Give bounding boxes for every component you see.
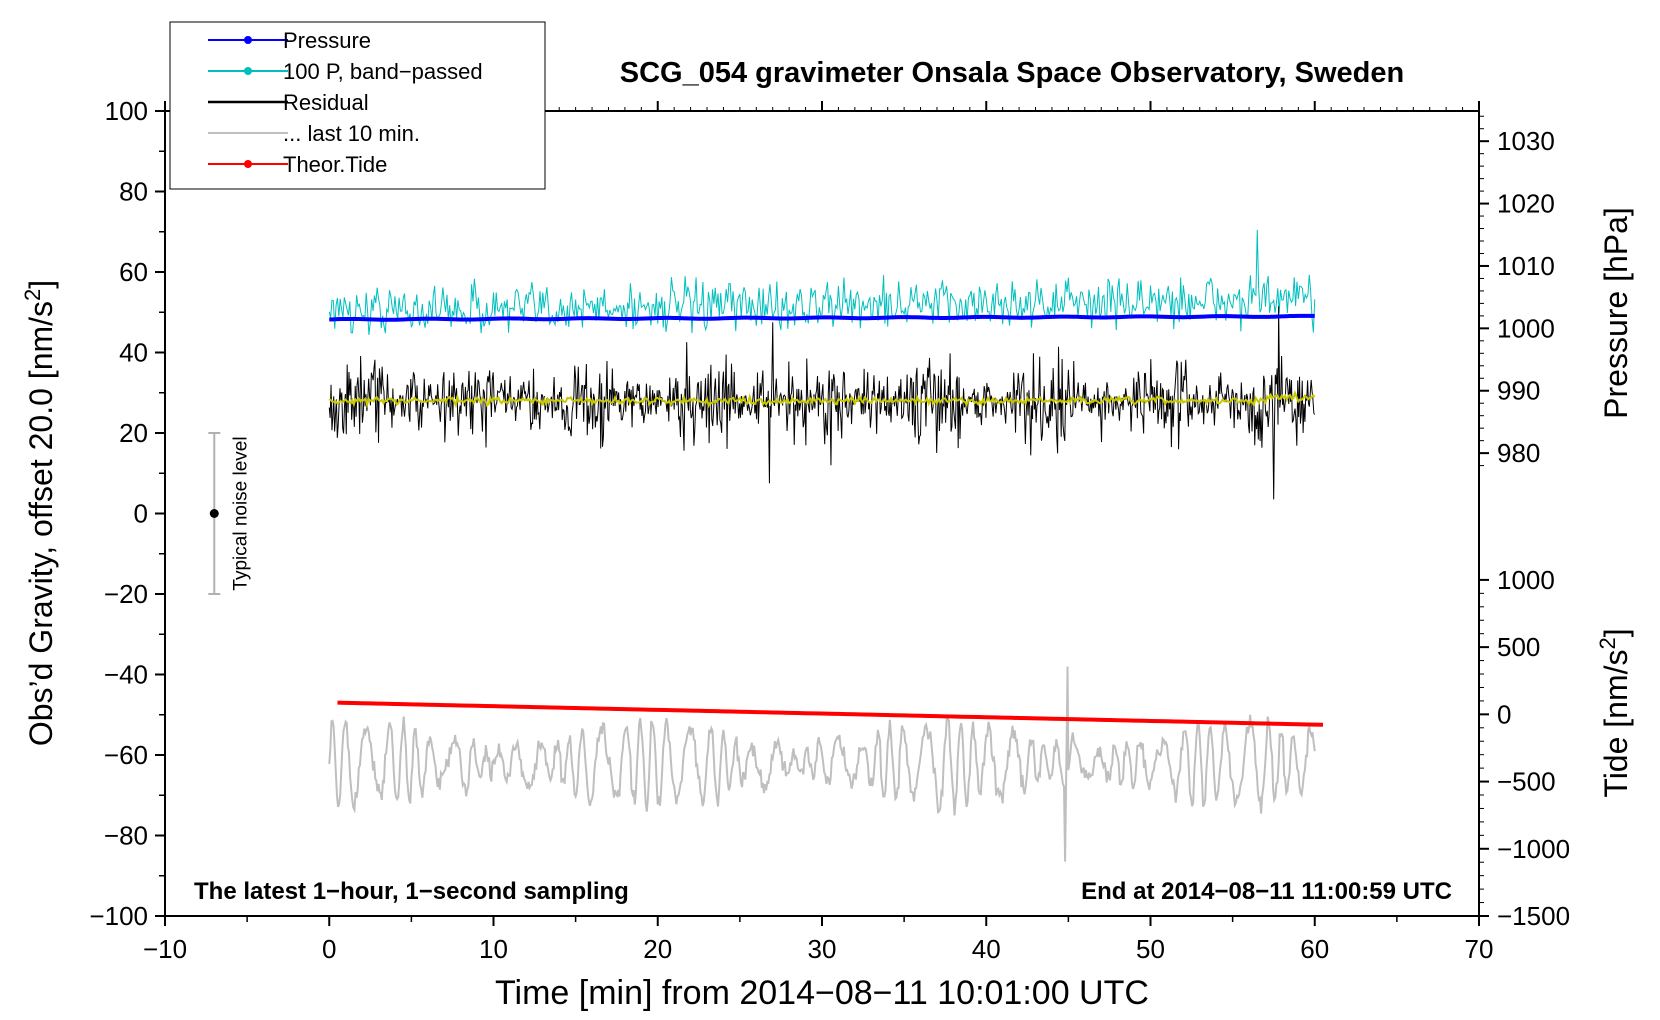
y-tick-label: 0: [134, 499, 148, 529]
legend-swatch-marker: [244, 67, 252, 75]
legend-label: Residual: [283, 90, 369, 115]
y-axis-tide: −1500 −1000 −500 0 500 1000: [1479, 565, 1570, 931]
legend-label: ... last 10 min.: [283, 121, 420, 146]
series-last-10-min-line: [328, 666, 1316, 862]
legend-label: 100 P, band−passed: [283, 59, 483, 84]
pressure-tick-label: 1010: [1497, 251, 1555, 281]
y-tick-label: −40: [104, 660, 148, 690]
tide-tick-label: 500: [1497, 632, 1540, 662]
annotation-sampling: The latest 1−hour, 1−second sampling: [194, 878, 629, 905]
y-axis-left-title-end: ]: [23, 280, 59, 289]
y-tick-label: 80: [119, 177, 148, 207]
x-tick-label: 40: [972, 934, 1001, 964]
legend-swatch-marker: [244, 160, 252, 168]
x-tick-label: 20: [643, 934, 672, 964]
series-layer: [328, 229, 1324, 862]
annotation-end-time: End at 2014−08−11 11:00:59 UTC: [1081, 878, 1452, 905]
plot-frame: [164, 110, 1480, 917]
tide-tick-label: −1000: [1497, 834, 1570, 864]
y-axis-tide-title-sup: 2: [1595, 637, 1620, 649]
series-residual-smoothed-line: [328, 389, 1316, 409]
x-axis: −10 0 10 20 30 40 50 60 70: [143, 101, 1494, 964]
x-tick-label: 30: [808, 934, 837, 964]
noise-bar: Typical noise level: [208, 432, 251, 595]
y-tick-label: 40: [119, 338, 148, 368]
legend-box: [169, 21, 546, 190]
y-tick-label: −60: [104, 740, 148, 770]
y-tick-label: −20: [104, 579, 148, 609]
y-axis-left: −100 −80 −60 −40 −20 0 20 40 60 80 100: [89, 96, 165, 931]
pressure-tick-label: 980: [1497, 438, 1540, 468]
y-axis-pressure: 980 990 1000 1010 1020 1030: [1479, 115, 1555, 468]
pressure-tick-label: 1030: [1497, 126, 1555, 156]
x-tick-label: 50: [1136, 934, 1165, 964]
y-tick-label: 20: [119, 418, 148, 448]
pressure-tick-label: 1000: [1497, 313, 1555, 343]
y-axis-pressure-title: Pressure [hPa]: [1598, 207, 1634, 419]
x-tick-label: −10: [143, 934, 187, 964]
tide-tick-label: 1000: [1497, 565, 1555, 595]
y-axis-tide-title-main: Tide [nm/s: [1598, 649, 1634, 797]
tide-tick-label: 0: [1497, 699, 1511, 729]
legend: Pressure 100 P, band−passed Residual ... la…: [169, 21, 546, 190]
y-tick-label: 60: [119, 257, 148, 287]
y-tick-label: −100: [89, 901, 148, 931]
y-axis-left-title-main: Obs’d Gravity, offset 20.0 [nm/s: [23, 301, 59, 746]
x-tick-label: 70: [1465, 934, 1494, 964]
pressure-tick-label: 990: [1497, 376, 1540, 406]
legend-label: Theor.Tide: [283, 152, 387, 177]
x-tick-label: 10: [479, 934, 508, 964]
pressure-tick-label: 1020: [1497, 189, 1555, 219]
series-residual-line: [328, 306, 1316, 500]
legend-swatch-marker: [244, 36, 252, 44]
legend-label: Pressure: [283, 28, 371, 53]
noise-bar-center-dot: [209, 509, 219, 518]
x-tick-label: 60: [1300, 934, 1329, 964]
y-axis-left-title-sup: 2: [20, 289, 45, 301]
noise-bar-label: Typical noise level: [230, 436, 251, 590]
series-bandpassed-pressure-line: [328, 229, 1316, 335]
tide-tick-label: −1500: [1497, 901, 1570, 931]
y-axis-tide-title: Tide [nm/s2]: [1595, 628, 1634, 797]
x-tick-label: 0: [322, 934, 336, 964]
chart-title: SCG_054 gravimeter Onsala Space Observat…: [620, 57, 1404, 89]
y-tick-label: 100: [105, 96, 148, 126]
y-axis-tide-title-end: ]: [1598, 628, 1634, 637]
y-tick-label: −80: [104, 821, 148, 851]
tide-tick-label: −500: [1497, 767, 1556, 797]
series-pressure-line: [329, 313, 1315, 322]
y-axis-left-title: Obs’d Gravity, offset 20.0 [nm/s2]: [20, 280, 59, 746]
x-axis-title: Time [min] from 2014−08−11 10:01:00 UTC: [495, 974, 1149, 1012]
series-theoretical-tide-line: [337, 700, 1324, 727]
